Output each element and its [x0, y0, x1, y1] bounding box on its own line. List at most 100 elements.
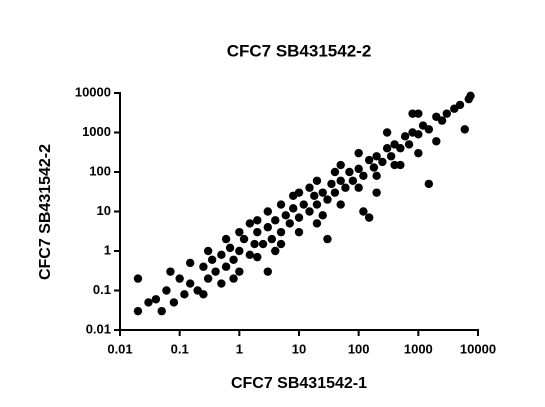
point	[245, 250, 255, 260]
point	[437, 116, 447, 125]
point	[341, 183, 350, 192]
point	[372, 171, 381, 181]
point	[424, 125, 434, 134]
point	[386, 152, 396, 161]
point	[359, 171, 368, 181]
point	[372, 188, 381, 197]
point	[396, 160, 405, 170]
x-tick-label: 0.01	[107, 341, 132, 356]
point	[263, 207, 273, 216]
point	[404, 140, 414, 149]
x-tick-label: 1	[236, 341, 243, 356]
point	[289, 204, 298, 213]
point	[312, 219, 322, 228]
y-tick-label: 100	[89, 163, 111, 178]
point	[157, 306, 166, 316]
x-tick-label: 0.1	[171, 341, 189, 356]
point	[185, 258, 195, 268]
point	[267, 234, 276, 244]
point	[442, 109, 452, 118]
point	[285, 219, 294, 228]
point	[354, 183, 363, 192]
point	[460, 125, 469, 134]
point	[414, 109, 423, 118]
point	[299, 200, 308, 209]
point	[133, 274, 143, 283]
point	[396, 144, 405, 153]
point	[345, 167, 354, 177]
point	[294, 227, 304, 237]
x-tick-label: 1000	[404, 341, 433, 356]
point	[336, 200, 345, 209]
point	[336, 160, 345, 170]
chart-title: CFC7 SB431542-2	[227, 41, 372, 60]
point	[354, 148, 363, 158]
point	[382, 144, 392, 153]
point	[305, 183, 314, 192]
point	[330, 167, 340, 177]
point	[348, 176, 358, 185]
point	[169, 298, 179, 307]
point	[372, 152, 381, 161]
point	[203, 274, 213, 283]
point	[207, 255, 217, 264]
x-tick-label: 10000	[460, 341, 496, 356]
point	[294, 213, 304, 222]
point	[369, 163, 379, 172]
point	[245, 219, 255, 228]
point	[359, 207, 368, 216]
point	[217, 279, 226, 288]
point	[336, 176, 345, 185]
point	[408, 109, 417, 118]
y-tick-label: 10	[97, 203, 111, 218]
point	[235, 267, 244, 276]
point	[323, 195, 332, 204]
point	[166, 267, 175, 276]
point	[217, 250, 226, 260]
point	[229, 274, 238, 283]
point	[281, 211, 290, 220]
point	[229, 255, 238, 264]
point	[327, 179, 336, 189]
point	[253, 227, 262, 237]
point	[414, 148, 423, 158]
point	[253, 252, 262, 262]
point	[276, 200, 286, 209]
point	[424, 179, 434, 189]
point	[151, 295, 161, 304]
point	[225, 243, 235, 253]
point	[414, 130, 423, 139]
x-tick-label: 100	[348, 341, 370, 356]
point	[253, 216, 262, 225]
y-tick-label: 1000	[82, 124, 111, 139]
point	[162, 286, 171, 295]
point	[144, 298, 153, 307]
point	[250, 239, 259, 249]
point	[400, 132, 410, 141]
point	[289, 191, 298, 200]
point	[175, 274, 184, 283]
point	[432, 137, 441, 146]
point	[378, 157, 387, 167]
point	[221, 234, 231, 244]
point	[133, 306, 143, 316]
point	[221, 262, 231, 271]
point	[364, 213, 374, 222]
y-axis-label: CFC7 SB431542-2	[37, 144, 54, 280]
point	[211, 267, 220, 276]
point	[263, 267, 273, 276]
point	[330, 188, 340, 197]
point	[305, 207, 314, 216]
point	[276, 239, 286, 249]
point	[323, 234, 332, 244]
point	[271, 246, 280, 256]
x-tick-label: 10	[292, 341, 306, 356]
point	[318, 188, 327, 197]
y-tick-label: 0.01	[86, 321, 111, 336]
point	[203, 246, 213, 256]
point	[235, 227, 244, 237]
point	[180, 290, 189, 299]
point	[185, 279, 195, 288]
point	[354, 164, 363, 174]
point	[310, 191, 319, 200]
